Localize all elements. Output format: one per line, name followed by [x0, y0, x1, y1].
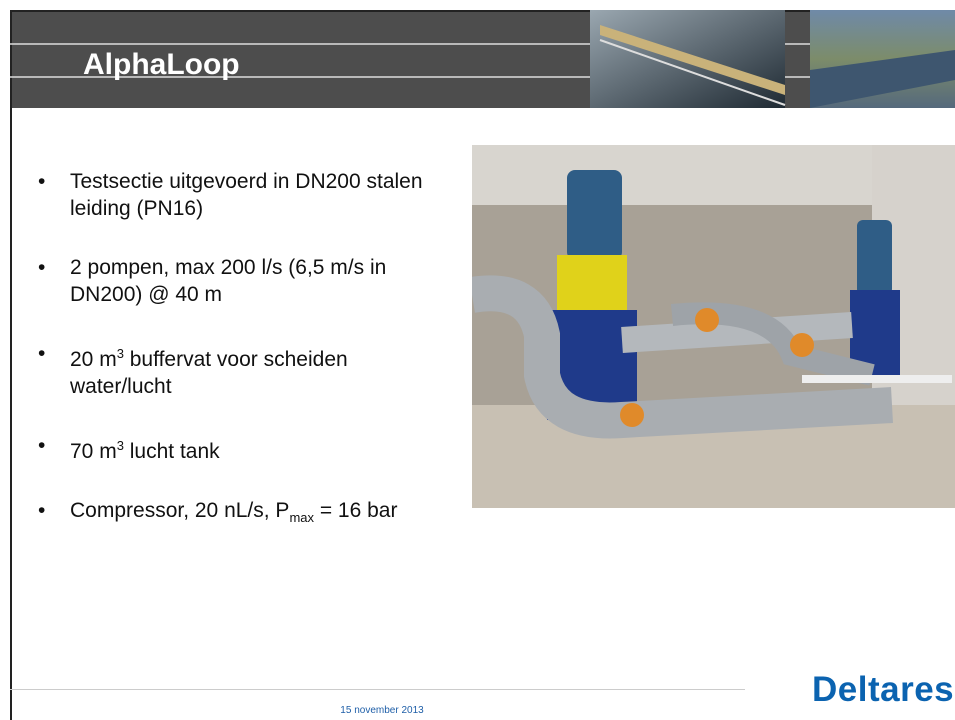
bullet: 2 pompen, max 200 l/s (6,5 m/s in DN200)…: [38, 254, 448, 308]
bullet: 70 m3 lucht tank: [38, 432, 448, 465]
slide-title: AlphaLoop: [83, 48, 240, 82]
bullet-text: 3: [117, 346, 124, 361]
footer-date: 15 november 2013: [282, 705, 482, 716]
bullet-text: 70 m: [70, 440, 117, 463]
bullet: Compressor, 20 nL/s, Pmax = 16 bar: [38, 497, 448, 531]
photo: [472, 145, 955, 508]
bullet: 20 m3 buffervat voor scheiden water/luch…: [38, 340, 448, 400]
bullet-text: Testsectie uitgevoerd in DN200 stalen le…: [70, 170, 423, 220]
bullet-text: 20 m: [70, 348, 117, 371]
logo: Deltares: [812, 670, 954, 710]
bullet: Testsectie uitgevoerd in DN200 stalen le…: [38, 168, 448, 222]
bullet-text: max: [289, 510, 314, 525]
bullet-text: 3: [117, 438, 124, 453]
bullet-text: lucht tank: [124, 440, 220, 463]
bullet-list: Testsectie uitgevoerd in DN200 stalen le…: [38, 168, 448, 563]
border-line: [10, 108, 12, 720]
bullet-text: = 16 bar: [314, 499, 397, 522]
bullet-text: 2 pompen, max 200 l/s (6,5 m/s in DN200)…: [70, 256, 386, 306]
footer-line: [10, 689, 745, 690]
slide: AlphaLoop Testsectie uitgevoerd in DN200…: [0, 0, 955, 720]
bullet-text: Compressor, 20 nL/s, P: [70, 499, 289, 522]
